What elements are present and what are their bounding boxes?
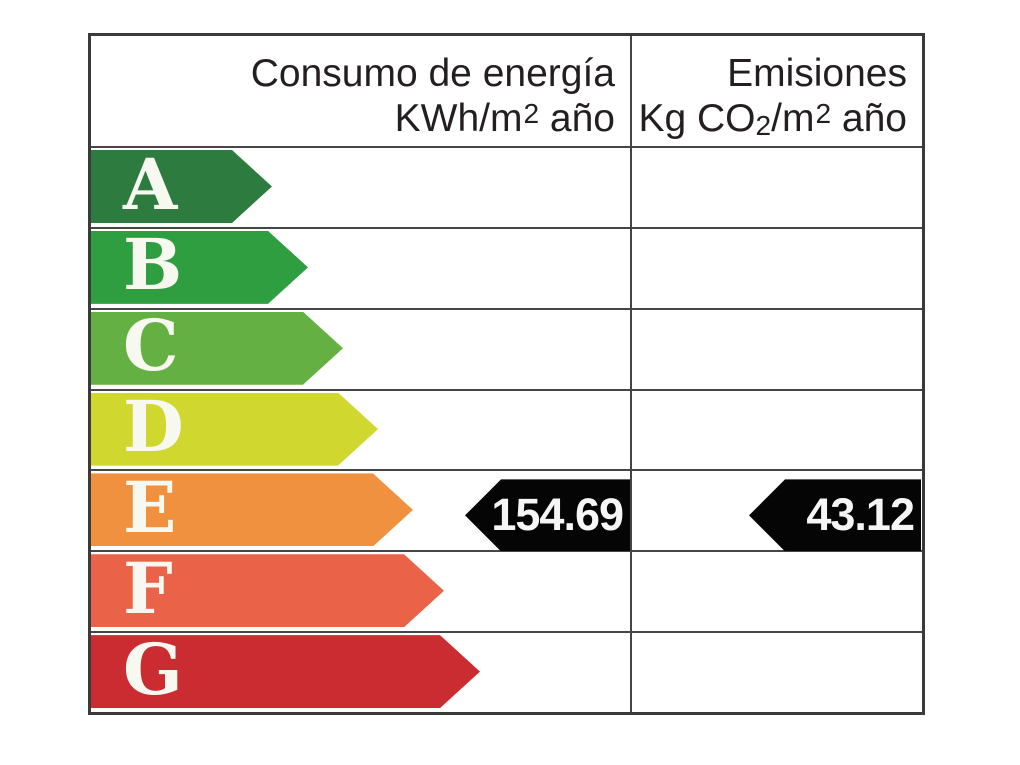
- consumption-header-line2: KWh/m2 año: [394, 97, 615, 140]
- consumption-cell-a: A: [91, 146, 630, 227]
- consumption-value: 154.69: [491, 489, 624, 541]
- rating-arrow-f: F: [91, 554, 444, 627]
- consumption-cell-d: D: [91, 388, 630, 470]
- consumption-cell-e: E 154.69: [91, 469, 630, 552]
- emissions-cell-f: [630, 550, 922, 632]
- consumption-cell-c: C: [91, 307, 630, 389]
- superscript-2: 2: [523, 97, 540, 129]
- emissions-cell-e: 43.12: [630, 469, 922, 552]
- emissions-cell-c: [630, 307, 922, 389]
- emissions-header-line2: Kg CO2/m2 año: [638, 97, 907, 142]
- consumption-header-cell: Consumo de energía KWh/m2 año: [91, 36, 630, 146]
- emissions-value-arrow: 43.12: [749, 479, 921, 552]
- consumption-cell-g: G: [91, 631, 630, 712]
- consumption-cell-b: B: [91, 226, 630, 308]
- emissions-header-text: Emisiones Kg CO2/m2 año: [632, 36, 922, 144]
- emissions-value: 43.12: [806, 489, 915, 541]
- rating-table: Consumo de energía KWh/m2 año Emisiones …: [88, 33, 925, 715]
- rating-arrow-g: G: [91, 635, 480, 708]
- emissions-header-cell: Emisiones Kg CO2/m2 año: [630, 36, 922, 146]
- emissions-cell-g: [630, 631, 922, 712]
- consumption-cell-f: F: [91, 550, 630, 631]
- emissions-header-line1: Emisiones: [727, 52, 907, 95]
- rating-letter-d: D: [123, 385, 184, 469]
- rating-letter-g: G: [123, 627, 183, 711]
- rating-arrow-e: E: [91, 473, 413, 546]
- rating-letter-e: E: [123, 465, 177, 549]
- consumption-header-text: Consumo de energía KWh/m2 año: [91, 36, 630, 144]
- rating-arrow-a: A: [91, 150, 272, 223]
- emissions-cell-d: [630, 388, 922, 470]
- rating-arrow-d: D: [91, 393, 378, 466]
- consumption-header-line1: Consumo de energía: [250, 52, 615, 95]
- rating-letter-a: A: [123, 142, 178, 226]
- rating-arrow-b: B: [91, 231, 308, 304]
- emissions-cell-b: [630, 226, 922, 308]
- subscript-2: 2: [755, 110, 772, 142]
- rating-letter-c: C: [123, 304, 179, 388]
- emissions-cell-a: [630, 146, 922, 227]
- superscript-2: 2: [815, 97, 832, 129]
- consumption-value-arrow: 154.69: [465, 479, 630, 552]
- rating-arrow-c: C: [91, 312, 343, 385]
- rating-letter-f: F: [123, 546, 173, 630]
- rating-letter-b: B: [123, 223, 183, 307]
